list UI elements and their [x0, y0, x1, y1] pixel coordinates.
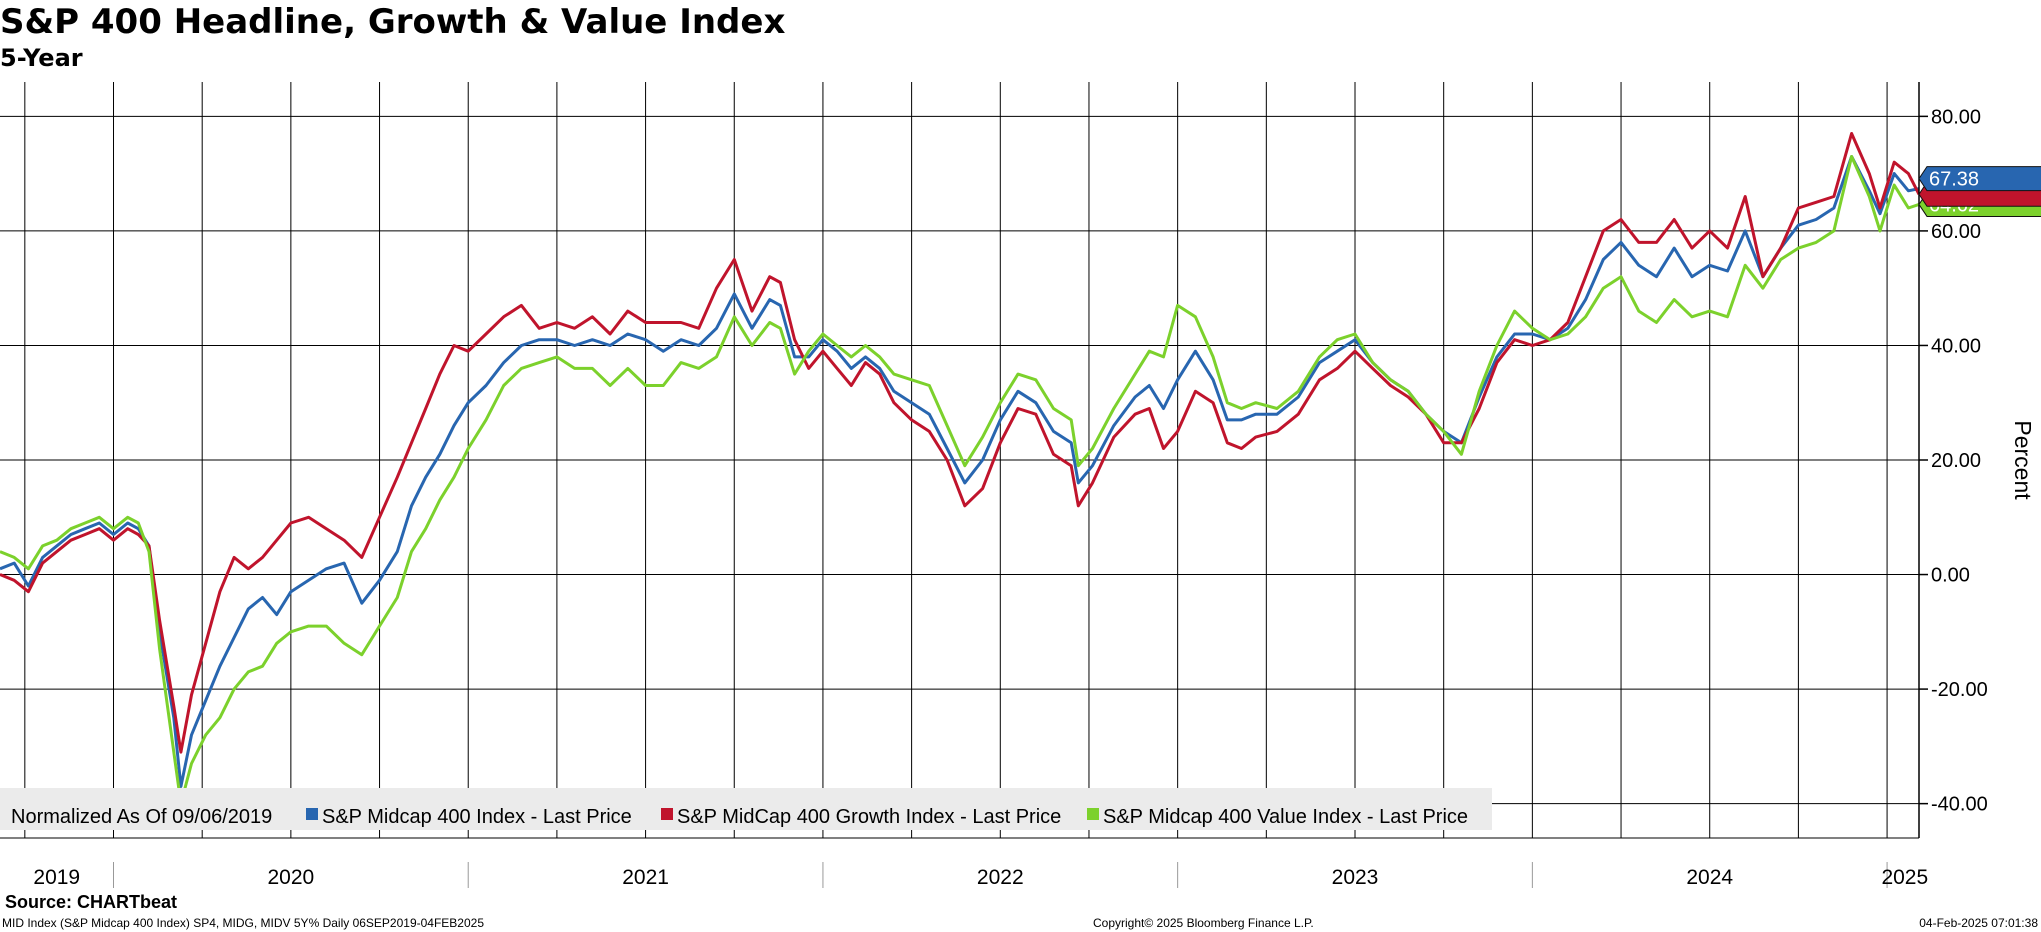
legend-label-midcap: S&P Midcap 400 Index - Last Price — [322, 806, 632, 828]
legend-swatch-midcap — [306, 808, 318, 820]
chart-title: S&P 400 Headline, Growth & Value Index — [0, 2, 786, 42]
legend: Normalized As Of 09/06/2019 S&P Midcap 4… — [0, 788, 1492, 830]
legend-note: Normalized As Of 09/06/2019 — [11, 806, 272, 828]
line-chart: 80.00 60.00 40.00 20.00 0.00 -20.00 -40.00 Perc… — [0, 82, 2041, 889]
y-tick-label: 80.00 — [1931, 106, 1981, 128]
y-tick-label: 60.00 — [1931, 221, 1981, 243]
legend-swatch-value — [1087, 808, 1099, 820]
footer-copyright: Copyright© 2025 Bloomberg Finance L.P. — [1093, 916, 1314, 930]
last-value-tag-midcap-text: 67.38 — [1929, 169, 1979, 191]
grid-layer — [0, 82, 1919, 838]
x-tick-label: 2022 — [977, 866, 1024, 889]
series-line-0 — [0, 155, 1920, 788]
chart-subtitle: 5-Year — [0, 44, 83, 72]
series-line-2 — [0, 155, 1920, 806]
footer-timestamp: 04-Feb-2025 07:01:38 — [1919, 916, 2038, 930]
source-label: Source: CHARTbeat — [5, 892, 178, 912]
legend-swatch-growth — [661, 808, 673, 820]
x-axis: 2019 2020 2021 2022 2023 2024 2025 — [0, 837, 1928, 889]
y-axis: 80.00 60.00 40.00 20.00 0.00 -20.00 -40.00 Perc… — [1918, 82, 2036, 838]
legend-label-growth: S&P MidCap 400 Growth Index - Last Price — [677, 806, 1061, 828]
legend-background — [0, 788, 1492, 830]
footer-index-info: MID Index (S&P Midcap 400 Index) SP4, MI… — [2, 916, 485, 930]
y-tick-label: -20.00 — [1931, 679, 1988, 701]
series-line-1 — [0, 132, 1921, 754]
last-value-tags: 64.6267.38 — [1918, 166, 2041, 217]
legend-label-value: S&P Midcap 400 Value Index - Last Price — [1103, 806, 1468, 828]
x-tick-label: 2020 — [268, 866, 315, 889]
series-layer — [0, 132, 1921, 806]
x-tick-label: 2019 — [33, 866, 80, 889]
y-tick-label: 40.00 — [1931, 335, 1981, 357]
x-tick-label: 2021 — [622, 866, 669, 889]
y-tick-label: 20.00 — [1931, 450, 1981, 472]
y-tick-label: 0.00 — [1931, 565, 1970, 587]
x-tick-label: 2024 — [1686, 866, 1733, 889]
y-axis-label: Percent — [2010, 420, 2036, 500]
x-tick-label: 2023 — [1332, 866, 1379, 889]
y-tick-label: -40.00 — [1931, 794, 1988, 816]
x-tick-label: 2025 — [1881, 866, 1928, 889]
last-value-tag-midcap: 67.38 — [1918, 166, 2041, 192]
